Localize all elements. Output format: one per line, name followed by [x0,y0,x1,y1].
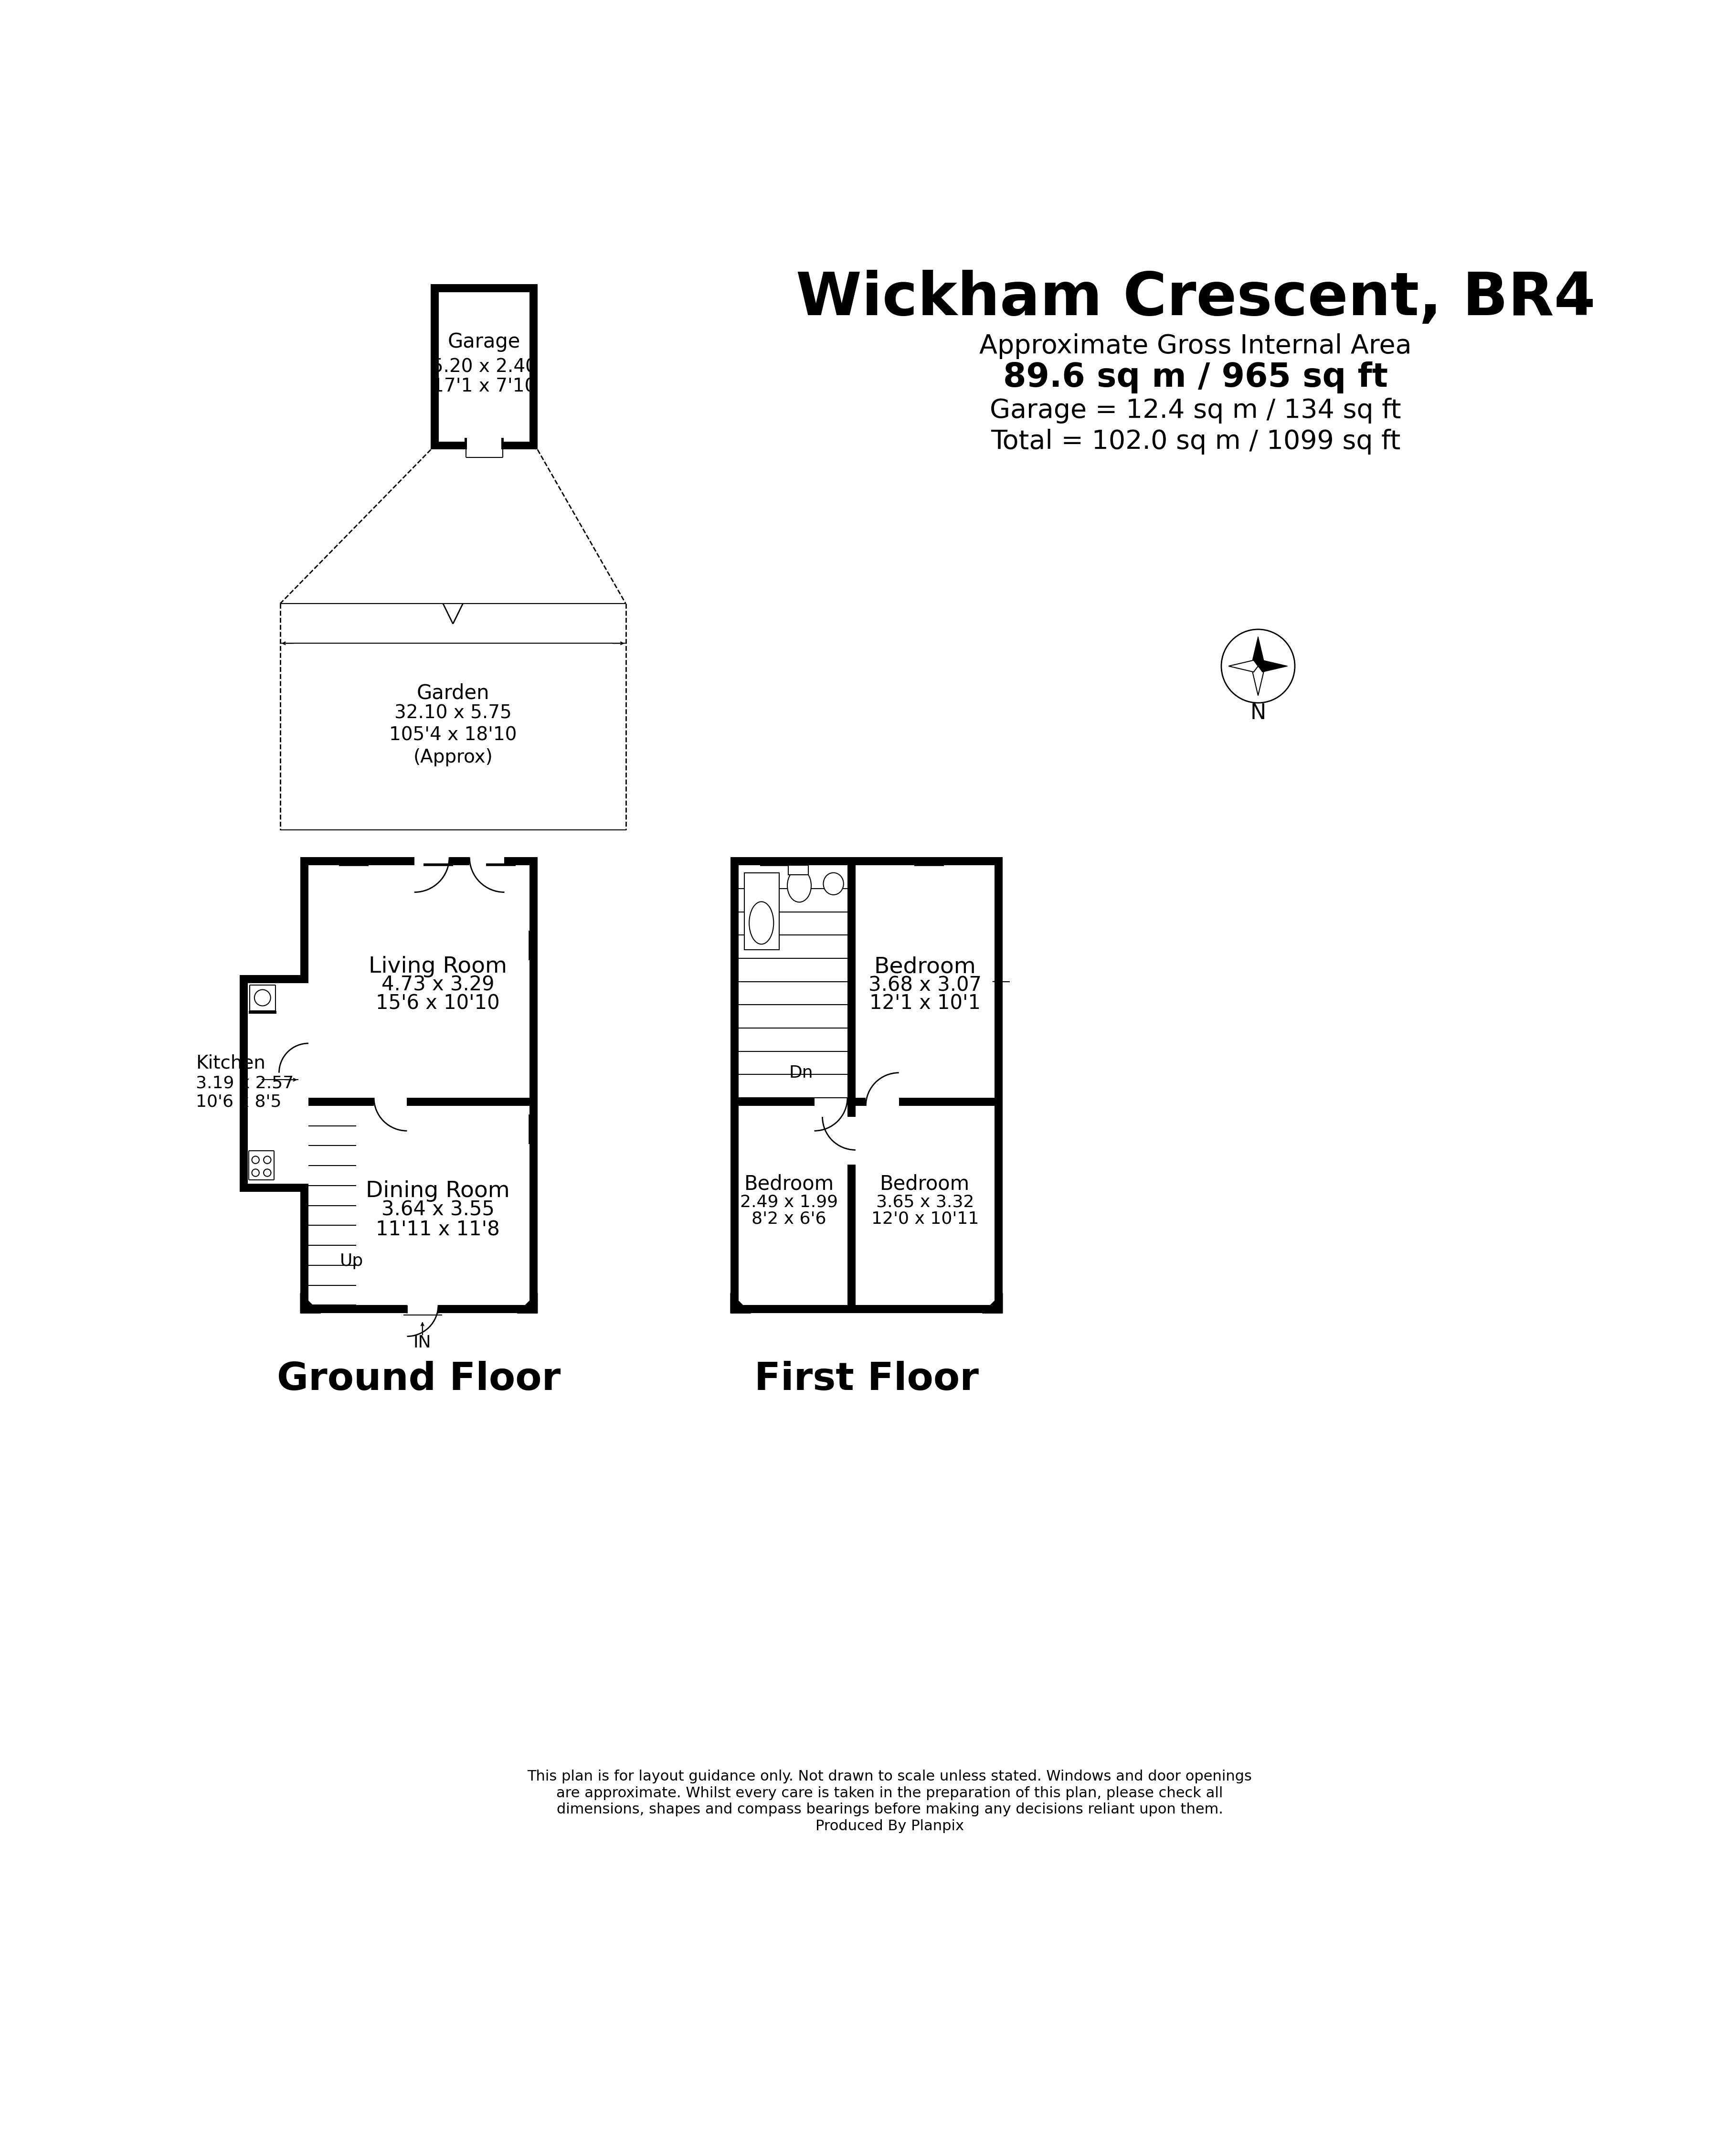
Bar [248,1010,276,1014]
Ellipse shape [788,870,811,902]
Text: 4.73 x 3.29: 4.73 x 3.29 [382,975,495,995]
Text: 11'11 x 11'8: 11'11 x 11'8 [377,1221,500,1240]
Polygon shape [1259,661,1288,672]
Bar [847,1135,856,1165]
Text: Dining Room: Dining Room [366,1180,510,1201]
Polygon shape [1229,661,1259,672]
Bar [240,1184,309,1193]
Bar [431,441,538,450]
Text: Garden: Garden [417,683,490,704]
Bar [502,437,503,450]
Text: Produced By Planpix: Produced By Planpix [816,1819,963,1832]
Text: are approximate. Whilst every care is taken in the preparation of this plan, ple: are approximate. Whilst every care is ta… [556,1787,1224,1800]
Polygon shape [300,1294,321,1313]
Bar [731,857,738,1313]
Bar [847,866,856,1098]
Text: 32.10 x 5.75: 32.10 x 5.75 [394,704,512,721]
Polygon shape [1252,665,1264,695]
Text: 105'4 x 18'10: 105'4 x 18'10 [389,726,517,745]
Text: This plan is for layout guidance only. Not drawn to scale unless stated. Windows: This plan is for layout guidance only. N… [528,1770,1252,1783]
Bar [738,1098,995,1107]
Bar [250,984,276,1010]
Bar [788,866,809,874]
Bar [529,857,538,1313]
Bar [248,1150,274,1180]
Text: 3.65 x 3.32: 3.65 x 3.32 [877,1195,974,1210]
Text: 8'2 x 6'6: 8'2 x 6'6 [752,1210,826,1227]
Bar [300,1193,309,1313]
Text: Total = 102.0 sq m / 1099 sq ft: Total = 102.0 sq m / 1099 sq ft [991,428,1401,454]
Text: 3.19 x 2.57: 3.19 x 2.57 [196,1074,293,1092]
Bar [745,872,779,949]
Bar [300,857,538,866]
Bar [866,1098,899,1107]
Bar [415,857,450,866]
Text: First Floor: First Floor [755,1361,979,1397]
Polygon shape [1252,637,1264,665]
Polygon shape [517,1294,538,1313]
Text: 17'1 x 7'10: 17'1 x 7'10 [432,377,536,396]
Text: IN: IN [413,1335,432,1350]
Circle shape [264,1156,271,1163]
Text: dimensions, shapes and compass bearings before making any decisions reliant upon: dimensions, shapes and compass bearings … [557,1802,1222,1817]
Bar [300,857,309,975]
Text: Kitchen: Kitchen [196,1055,266,1072]
Text: Ground Floor: Ground Floor [276,1361,561,1397]
Bar [745,872,779,949]
Bar [529,284,538,450]
Text: 2.49 x 1.99: 2.49 x 1.99 [740,1195,838,1210]
Bar [300,1305,538,1313]
Text: Approximate Gross Internal Area: Approximate Gross Internal Area [979,334,1411,360]
Bar [469,857,505,866]
Circle shape [252,1156,259,1163]
Bar [847,1117,856,1150]
Circle shape [252,1169,259,1176]
Text: 10'6 x 8'5: 10'6 x 8'5 [196,1094,281,1111]
Text: Bedroom: Bedroom [880,1173,970,1193]
Text: 12'1 x 10'1: 12'1 x 10'1 [870,993,981,1014]
Bar [431,284,538,293]
Bar [731,857,1003,866]
Polygon shape [983,1294,1003,1313]
Text: Garage: Garage [448,332,521,353]
Bar [465,437,467,450]
Text: Living Room: Living Room [368,956,507,977]
Polygon shape [731,1294,750,1313]
Text: 3.64 x 3.55: 3.64 x 3.55 [382,1199,495,1219]
Bar [465,450,503,459]
Text: N: N [1250,702,1266,723]
Text: 89.6 sq m / 965 sq ft: 89.6 sq m / 965 sq ft [1003,362,1389,394]
Text: Dn: Dn [790,1064,812,1081]
Bar [300,1044,309,1072]
Bar [431,284,439,450]
Bar [731,1305,1003,1313]
Text: Bedroom: Bedroom [745,1173,833,1193]
Text: 12'0 x 10'11: 12'0 x 10'11 [871,1210,979,1227]
Circle shape [255,990,271,1005]
Text: Wickham Crescent, BR4: Wickham Crescent, BR4 [795,269,1595,327]
Bar [847,1107,856,1305]
Bar [240,975,309,984]
Text: (Approx): (Approx) [413,749,493,766]
Text: Bedroom: Bedroom [873,956,976,977]
Text: 15'6 x 10'10: 15'6 x 10'10 [377,993,500,1014]
Bar [465,441,503,450]
Text: Garage = 12.4 sq m / 134 sq ft: Garage = 12.4 sq m / 134 sq ft [990,398,1401,424]
Ellipse shape [823,872,844,896]
Bar [995,857,1003,1313]
Text: 5.20 x 2.40: 5.20 x 2.40 [432,357,536,377]
Bar [240,975,248,1193]
Ellipse shape [750,902,774,945]
Text: 3.68 x 3.07: 3.68 x 3.07 [868,975,981,995]
Bar [814,1098,847,1107]
Circle shape [264,1169,271,1176]
Text: Up: Up [340,1253,363,1268]
Bar [373,1098,406,1107]
Bar [406,1305,437,1313]
Bar [309,1098,529,1107]
